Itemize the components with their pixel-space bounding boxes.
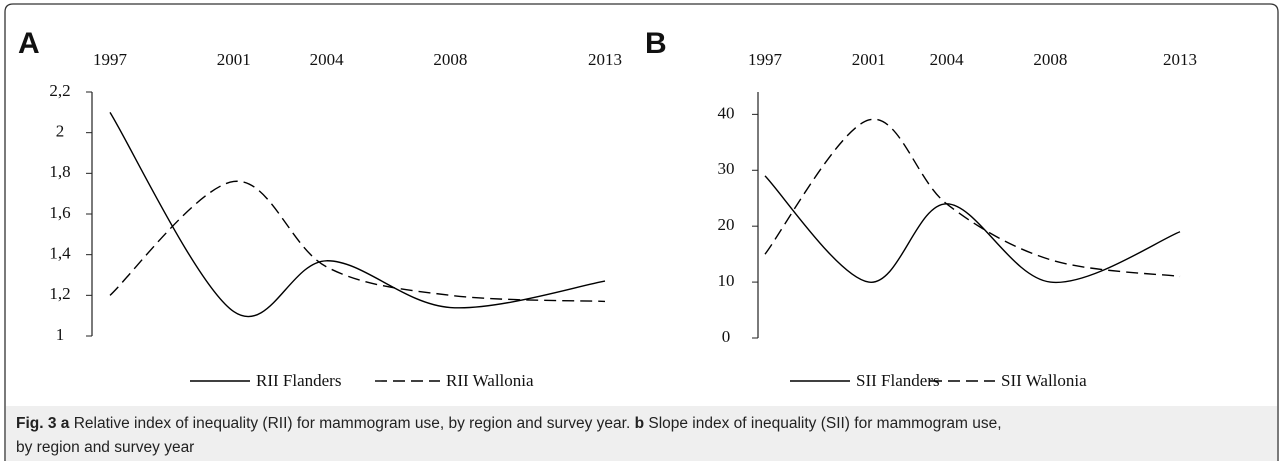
caption-background (6, 406, 1277, 461)
panel-label: A (18, 27, 40, 60)
legend-label: RII Wallonia (446, 371, 534, 390)
panel-label: B (645, 27, 667, 60)
y-tick-label: 1,4 (49, 244, 71, 263)
caption-figure: Fig. 3 (16, 415, 57, 432)
charts: A 1 1,2 1,4 1,6 1,8 2 2,2 1997 2001 2004 2008 2013 RI… (18, 27, 1197, 390)
x-tick-label: 2013 (1163, 50, 1197, 69)
y-tick-label: 1,2 (49, 284, 70, 303)
y-tick-label: 20 (718, 215, 735, 234)
x-tick-label: 2001 (217, 50, 251, 69)
x-tick-label: 1997 (93, 50, 128, 69)
caption-line-1: Fig. 3 a Relative index of inequality (R… (16, 415, 1002, 432)
line-series (764, 175, 1181, 283)
x-tick-label: 2001 (852, 50, 886, 69)
legend-label: RII Flanders (256, 371, 341, 390)
y-tick-label: 1,6 (49, 203, 70, 222)
x-tick-label: 2013 (588, 50, 622, 69)
y-tick-label: 2 (56, 122, 65, 141)
caption-a-text: Relative index of inequality (RII) for m… (74, 415, 631, 432)
x-tick-label: 2008 (1033, 50, 1067, 69)
caption-line-2: by region and survey year (16, 439, 194, 456)
line-series (764, 118, 1181, 278)
y-tick-label: 1 (56, 325, 65, 344)
y-tick-label: 40 (718, 103, 735, 122)
caption-b-letter: b (635, 415, 644, 432)
y-tick-label: 30 (718, 159, 735, 178)
x-tick-label: 1997 (748, 50, 783, 69)
y-tick-label: 0 (722, 327, 731, 346)
caption-b-text: Slope index of inequality (SII) for mamm… (648, 415, 1001, 432)
caption-a-letter: a (61, 415, 70, 432)
legend-label: SII Flanders (856, 371, 940, 390)
legend-label: SII Wallonia (1001, 371, 1087, 390)
y-tick-label: 1,8 (49, 162, 70, 181)
frame (4, 3, 1279, 461)
x-tick-label: 2004 (310, 50, 345, 69)
y-tick-label: 10 (718, 271, 735, 290)
caption-b-text-continued: by region and survey year (16, 439, 194, 456)
x-tick-label: 2008 (433, 50, 467, 69)
y-tick-label: 2,2 (49, 81, 70, 100)
x-tick-label: 2004 (930, 50, 965, 69)
line-series (109, 180, 606, 303)
